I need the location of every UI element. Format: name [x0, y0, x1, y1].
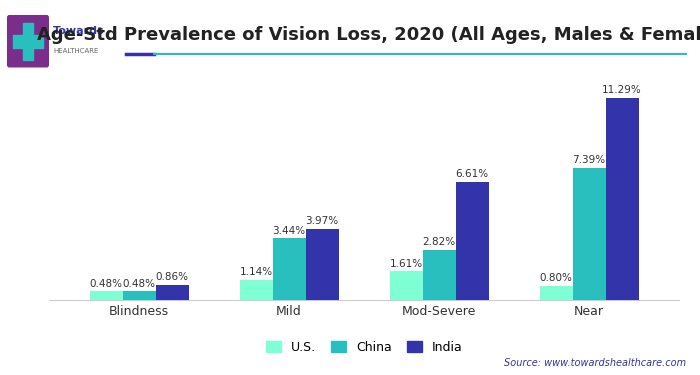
FancyBboxPatch shape [7, 15, 49, 68]
Text: 6.61%: 6.61% [456, 169, 489, 179]
Bar [573, 168, 605, 300]
Text: HEALTHCARE: HEALTHCARE [53, 48, 99, 54]
Bar [456, 182, 489, 300]
Bar [305, 229, 339, 300]
Bar [389, 271, 423, 300]
Bar [540, 286, 573, 300]
Text: 1.14%: 1.14% [239, 267, 272, 277]
Text: 7.39%: 7.39% [573, 155, 605, 165]
Text: Source: www.towardshealthcare.com: Source: www.towardshealthcare.com [504, 357, 686, 368]
Text: 3.44%: 3.44% [272, 226, 306, 236]
Bar [13, 35, 43, 48]
Bar [155, 285, 188, 300]
Text: Age-Std Prevalence of Vision Loss, 2020 (All Ages, Males & Females): Age-Std Prevalence of Vision Loss, 2020 … [37, 26, 700, 44]
Legend: U.S., China, India: U.S., China, India [260, 336, 468, 359]
Bar [423, 250, 456, 300]
Bar [606, 98, 638, 300]
Text: 0.48%: 0.48% [90, 279, 122, 289]
Bar [239, 280, 272, 300]
Text: 0.80%: 0.80% [540, 273, 573, 283]
Text: 11.29%: 11.29% [602, 86, 642, 95]
Bar [90, 291, 122, 300]
Text: 3.97%: 3.97% [305, 216, 339, 226]
Bar [272, 238, 305, 300]
Text: 0.48%: 0.48% [122, 279, 155, 289]
Bar [122, 291, 155, 300]
Text: 0.86%: 0.86% [155, 272, 188, 282]
Text: 1.61%: 1.61% [389, 258, 423, 268]
Text: Towards: Towards [53, 26, 105, 36]
Bar [23, 23, 33, 60]
Text: 2.82%: 2.82% [422, 237, 456, 247]
